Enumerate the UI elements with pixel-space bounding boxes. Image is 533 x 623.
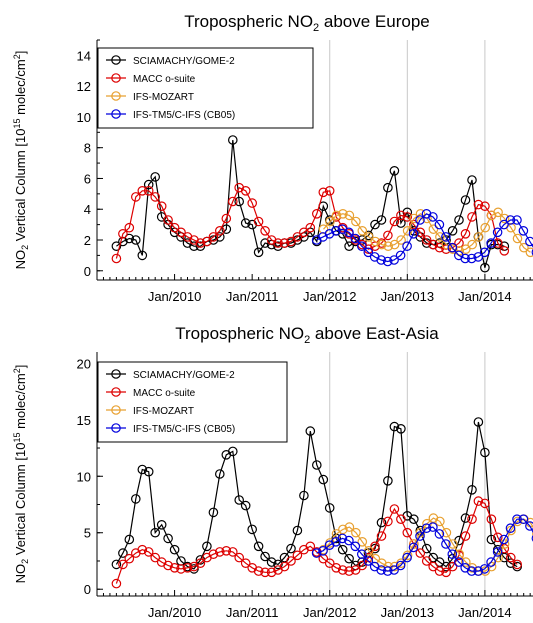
x-tick-label: Jan/2014	[458, 605, 512, 620]
legend: SCIAMACHY/GOME-2 MACC o-suite IFS-MOZART IF…	[98, 48, 313, 128]
y-tick-label: 10	[77, 110, 91, 125]
chart-title-main: Tropospheric NO	[175, 324, 304, 343]
y-axis-label-part: ]	[13, 51, 28, 55]
chart-panel-1: Tropospheric NO2 above Europe 0 2 4 6 8 10 12 14…	[12, 12, 533, 304]
legend-entry: IFS-TM5/C-IFS (CB05)	[133, 110, 235, 121]
series-line	[116, 422, 517, 569]
chart-title-rest: above Europe	[319, 12, 430, 31]
y-tick-label: 8	[84, 141, 91, 156]
x-tick-label: Jan/2013	[381, 605, 435, 620]
x-tick-label: Jan/2012	[303, 289, 357, 304]
legend-entry: IFS-MOZART	[133, 406, 194, 417]
x-tick-label: Jan/2011	[226, 289, 279, 304]
y-tick-label: 12	[77, 79, 91, 94]
chart-panel-2: Tropospheric NO2 above East-Asia 0 5 10 15 20…	[12, 324, 533, 620]
x-tick-label: Jan/2010	[148, 289, 202, 304]
legend-entry: SCIAMACHY/GOME-2	[133, 370, 235, 381]
y-tick-label: 10	[77, 469, 91, 484]
y-axis-label-part: molec/cm	[13, 59, 28, 118]
legend-entry: MACC o-suite	[133, 74, 196, 85]
legend-entry: IFS-MOZART	[133, 92, 194, 103]
y-axis-label-part: Vertical Column [10	[13, 443, 28, 559]
chart-title: Tropospheric NO2 above East-Asia	[175, 324, 439, 346]
y-tick-label: 15	[77, 413, 91, 428]
legend-entry: MACC o-suite	[133, 388, 196, 399]
y-axis-label-part: ]	[13, 365, 28, 369]
y-tick-label: 14	[77, 48, 91, 63]
y-tick-label: 5	[84, 526, 91, 541]
y-axis-label-part: Vertical Column [10	[13, 129, 28, 245]
y-tick-label: 6	[84, 171, 91, 186]
chart-title: Tropospheric NO2 above Europe	[184, 12, 430, 34]
x-tick-label: Jan/2013	[381, 289, 435, 304]
legend: SCIAMACHY/GOME-2 MACC o-suite IFS-MOZART IF…	[98, 362, 287, 442]
y-axis-label-part: NO	[13, 564, 28, 584]
x-tick-label: Jan/2012	[303, 605, 357, 620]
series-2	[112, 497, 521, 588]
y-tick-label: 2	[84, 233, 91, 248]
y-tick-label: 0	[84, 264, 91, 279]
y-axis-label-part: 15	[12, 119, 22, 129]
x-tick-label: Jan/2010	[148, 605, 202, 620]
y-tick-label: 0	[84, 582, 91, 597]
chart-title-rest: above East-Asia	[310, 324, 439, 343]
y-axis-label-part: molec/cm	[13, 373, 28, 432]
y-tick-label: 4	[84, 202, 91, 217]
x-tick-label: Jan/2011	[226, 605, 279, 620]
chart-title-main: Tropospheric NO	[184, 12, 313, 31]
legend-entry: IFS-TM5/C-IFS (CB05)	[133, 424, 235, 435]
legend-entry: SCIAMACHY/GOME-2	[133, 56, 235, 67]
y-tick-label: 20	[77, 356, 91, 371]
y-axis-label: NO2 Vertical Column [1015 molec/cm2]	[12, 365, 30, 584]
x-tick-label: Jan/2014	[458, 289, 512, 304]
y-axis-label-part: 15	[12, 433, 22, 443]
y-axis-label-part: NO	[13, 250, 28, 270]
y-axis-label: NO2 Vertical Column [1015 molec/cm2]	[12, 51, 30, 270]
